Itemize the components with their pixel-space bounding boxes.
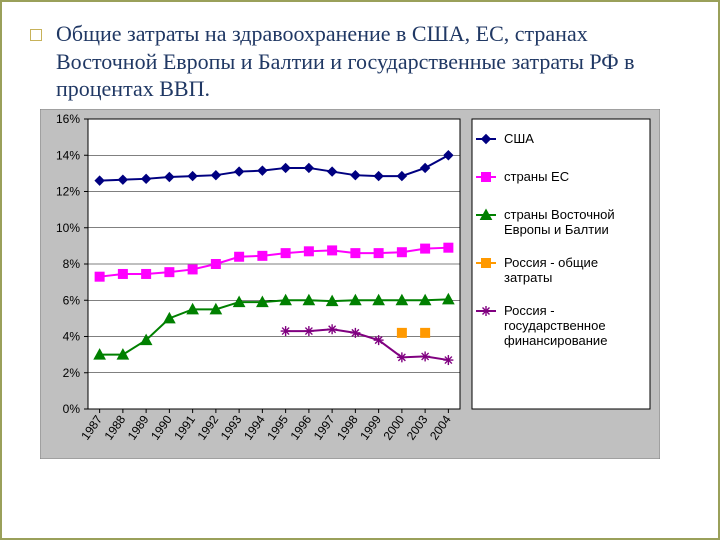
slide-title: Общие затраты на здравоохранение в США, … [56,20,690,103]
svg-text:14%: 14% [56,148,80,162]
svg-text:16%: 16% [56,112,80,126]
svg-text:затраты: затраты [504,270,552,285]
svg-text:финансирование: финансирование [504,333,607,348]
slide: Общие затраты на здравоохранение в США, … [0,0,720,540]
svg-text:Европы и Балтии: Европы и Балтии [504,222,609,237]
healthcare-chart: 0%2%4%6%8%10%12%14%16%198719881989199019… [40,109,660,459]
svg-text:США: США [504,131,534,146]
svg-text:12%: 12% [56,184,80,198]
svg-text:10%: 10% [56,220,80,234]
chart-container: 0%2%4%6%8%10%12%14%16%198719881989199019… [40,109,690,464]
svg-text:4%: 4% [63,329,81,343]
svg-text:2%: 2% [63,365,81,379]
svg-text:Россия - общие: Россия - общие [504,255,598,270]
title-row: Общие затраты на здравоохранение в США, … [30,20,690,103]
svg-text:страны ЕС: страны ЕС [504,169,569,184]
bullet-icon [30,29,42,41]
svg-text:государственное: государственное [504,318,606,333]
svg-text:6%: 6% [63,293,81,307]
svg-text:Россия -: Россия - [504,303,555,318]
svg-text:8%: 8% [63,257,81,271]
svg-text:страны Восточной: страны Восточной [504,207,615,222]
svg-text:0%: 0% [63,402,81,416]
